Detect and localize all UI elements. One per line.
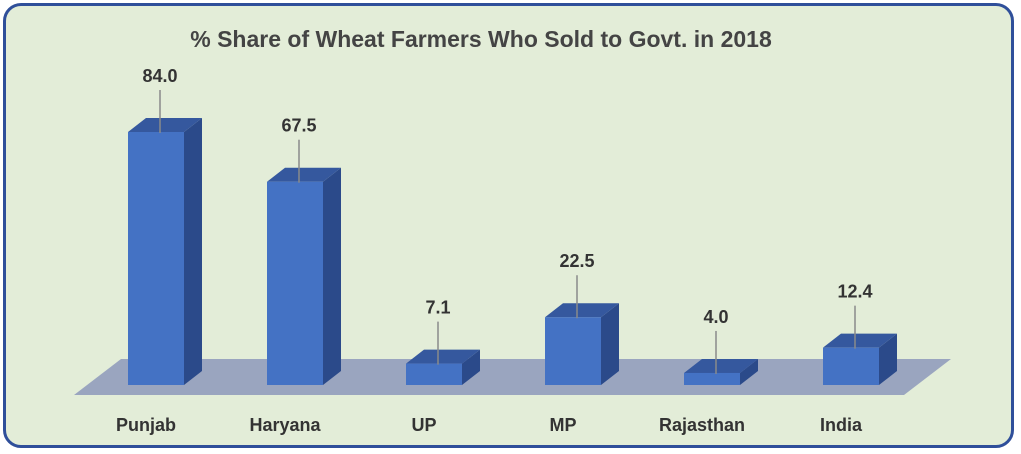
bar-chart: 84.0 Punjab 67.5 Haryana 7.1 UP 22.5 MP 4.0 Rajas… — [74, 66, 951, 435]
bar-front — [128, 132, 184, 385]
bar-side — [601, 303, 619, 385]
category-label: Punjab — [116, 415, 176, 435]
bar-side — [740, 358, 758, 385]
category-label: Rajasthan — [659, 415, 745, 435]
bar-mp — [545, 303, 619, 385]
bar-side — [879, 333, 897, 385]
bar-top — [684, 358, 758, 373]
category-label: Haryana — [249, 415, 321, 435]
bar-top — [406, 349, 480, 364]
value-label: 7.1 — [425, 298, 450, 318]
bar-top — [823, 333, 897, 348]
bar-rajasthan — [684, 358, 758, 385]
bar-front — [823, 347, 879, 385]
value-label: 22.5 — [559, 251, 594, 271]
bar-top — [545, 303, 619, 318]
bar-side — [462, 349, 480, 385]
bar-up — [406, 349, 480, 385]
bar-side — [323, 167, 341, 385]
bar-top — [267, 167, 341, 182]
bar-top — [128, 118, 202, 132]
value-label: 12.4 — [837, 282, 872, 302]
bar-front — [406, 363, 462, 385]
bar-india — [823, 333, 897, 385]
bar-front — [545, 317, 601, 385]
category-label: MP — [550, 415, 577, 435]
value-label: 4.0 — [703, 307, 728, 327]
bar-haryana — [267, 167, 341, 385]
chart-floor — [74, 359, 951, 395]
bar-front — [684, 372, 740, 385]
chart-title: % Share of Wheat Farmers Who Sold to Gov… — [190, 26, 772, 52]
bar-punjab — [128, 118, 202, 385]
bar-front — [267, 181, 323, 385]
category-label: India — [820, 415, 863, 435]
category-label: UP — [411, 415, 436, 435]
value-label: 84.0 — [142, 66, 177, 86]
value-label: 67.5 — [281, 116, 316, 136]
bars-group: 84.0 Punjab 67.5 Haryana 7.1 UP 22.5 MP 4.0 Rajas… — [116, 66, 897, 435]
chart-frame: % Share of Wheat Farmers Who Sold to Gov… — [3, 3, 1014, 448]
bar-side — [184, 118, 202, 385]
